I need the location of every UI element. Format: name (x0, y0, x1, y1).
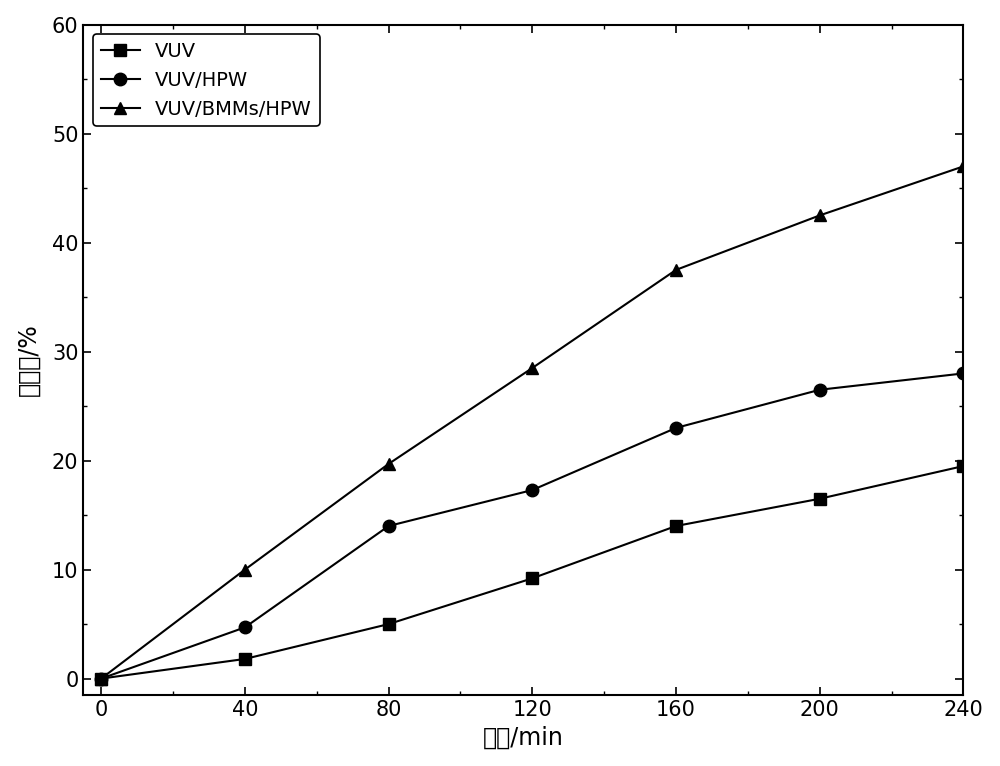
VUV/HPW (670, 424, 682, 433)
Legend: VUV, VUV/HPW, VUV/BMMs/HPW: VUV, VUV/HPW, VUV/BMMs/HPW (93, 34, 320, 126)
VUV/HPW (239, 623, 251, 632)
VUV (814, 494, 826, 503)
VUV (526, 574, 538, 583)
Line: VUV/HPW: VUV/HPW (95, 367, 970, 685)
VUV (670, 522, 682, 531)
X-axis label: 时间/min: 时间/min (483, 725, 564, 749)
VUV/HPW (814, 385, 826, 394)
VUV/BMMs/HPW (239, 565, 251, 574)
Line: VUV/BMMs/HPW: VUV/BMMs/HPW (95, 160, 970, 685)
VUV/BMMs/HPW (526, 363, 538, 372)
VUV/BMMs/HPW (814, 211, 826, 220)
VUV/BMMs/HPW (383, 460, 395, 469)
VUV/HPW (95, 674, 107, 683)
VUV (957, 461, 969, 470)
Y-axis label: 脱氟率/%: 脱氟率/% (17, 323, 41, 396)
Line: VUV: VUV (95, 460, 970, 685)
VUV/BMMs/HPW (670, 265, 682, 274)
VUV (239, 654, 251, 663)
VUV (95, 674, 107, 683)
VUV/HPW (957, 368, 969, 378)
VUV/HPW (526, 486, 538, 495)
VUV (383, 620, 395, 629)
VUV/BMMs/HPW (957, 162, 969, 171)
VUV/HPW (383, 522, 395, 531)
VUV/BMMs/HPW (95, 674, 107, 683)
